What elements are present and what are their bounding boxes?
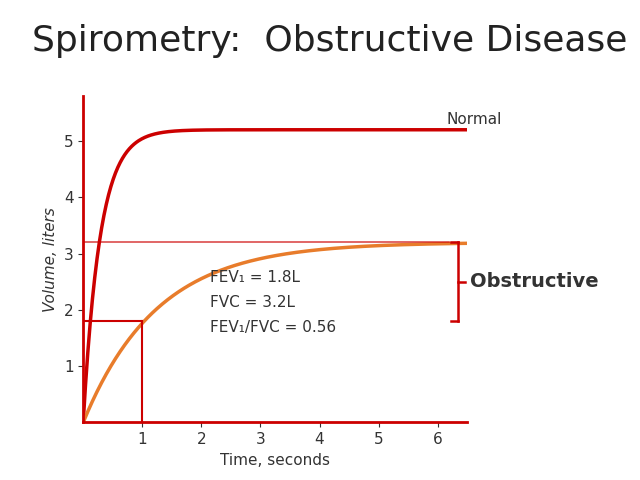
Text: Normal: Normal xyxy=(447,112,502,127)
X-axis label: Time, seconds: Time, seconds xyxy=(220,453,330,468)
Text: FEV₁ = 1.8L
FVC = 3.2L
FEV₁/FVC = 0.56: FEV₁ = 1.8L FVC = 3.2L FEV₁/FVC = 0.56 xyxy=(210,270,337,335)
Y-axis label: Volume, liters: Volume, liters xyxy=(43,207,58,312)
Text: Spirometry:  Obstructive Disease: Spirometry: Obstructive Disease xyxy=(32,24,627,58)
Text: Obstructive: Obstructive xyxy=(470,272,599,291)
